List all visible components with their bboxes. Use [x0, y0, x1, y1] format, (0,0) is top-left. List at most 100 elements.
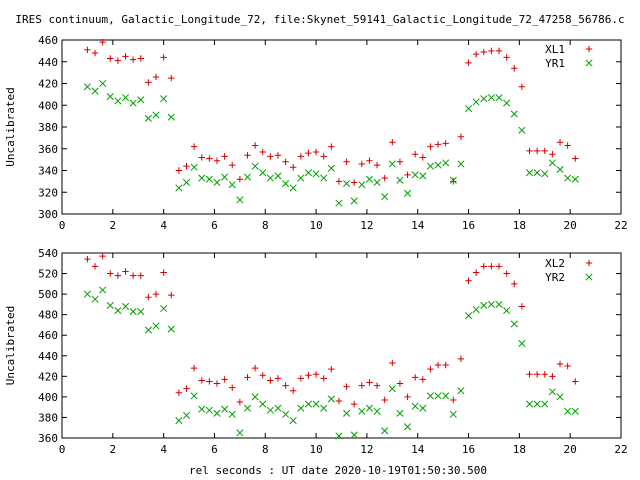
data-point-yr2-55	[503, 307, 511, 315]
x-tick-label: 10	[309, 443, 322, 456]
data-point-xl1-64	[572, 155, 579, 162]
data-point-yr1-33	[335, 199, 343, 207]
data-point-yr1-44	[419, 172, 427, 180]
data-point-yr1-10	[160, 95, 168, 103]
data-point-yr2-53	[487, 300, 495, 308]
x-tick-label: 16	[462, 443, 475, 456]
data-point-xl2-57	[518, 303, 526, 310]
data-point-yr2-27	[289, 416, 297, 425]
data-point-xl2-2	[99, 252, 106, 260]
y-tick-label: 460	[38, 329, 58, 342]
data-point-yr2-20	[236, 429, 244, 437]
x-tick-label: 6	[211, 443, 218, 456]
data-point-xl1-18	[221, 153, 228, 160]
data-point-yr2-33	[335, 432, 343, 440]
data-point-yr2-4	[114, 307, 122, 315]
data-point-yr1-17	[213, 178, 221, 187]
data-point-yr1-55	[503, 99, 511, 107]
x-tick-label: 22	[614, 219, 627, 232]
data-point-xl2-9	[152, 290, 160, 298]
x-tick-label: 20	[564, 443, 577, 456]
data-point-xl2-43	[411, 374, 419, 381]
data-point-xl2-62	[556, 360, 564, 368]
data-point-yr2-62	[556, 393, 564, 401]
data-point-yr1-8	[144, 114, 152, 122]
data-point-yr1-42	[404, 189, 412, 197]
x-tick-label: 4	[160, 219, 167, 232]
data-point-xl1-8	[145, 79, 152, 86]
data-point-yr2-35	[350, 431, 358, 439]
x-tick-label: 4	[160, 443, 167, 456]
data-point-xl1-40	[389, 139, 396, 146]
data-point-xl2-35	[351, 400, 358, 408]
data-point-yr2-42	[404, 423, 412, 431]
legend-marker-xl2	[585, 259, 593, 267]
data-point-xl2-37	[366, 379, 373, 386]
data-point-yr2-15	[198, 405, 206, 413]
data-point-yr1-45	[426, 162, 434, 170]
data-point-yr2-19	[228, 410, 236, 418]
data-point-yr1-31	[320, 174, 328, 182]
data-point-yr1-48	[449, 176, 457, 184]
data-point-xl1-17	[213, 157, 221, 164]
y-tick-label: 540	[38, 247, 58, 260]
x-tick-label: 2	[110, 219, 117, 232]
data-point-xl1-2	[99, 38, 106, 46]
data-point-yr2-41	[396, 409, 404, 417]
top-plot-panel: 0 2 4 6 8 10 12 14 16 18 20 22 300 320 340 360 380 400 420…	[4, 34, 628, 232]
data-point-xl1-14	[190, 143, 198, 150]
data-point-xl2-23	[259, 372, 266, 379]
data-point-xl1-1	[91, 49, 99, 57]
bottom-plot-panel: 0 2 4 6 8 10 12 14 16 18 20 22 360 380 400 420 440 460 480…	[4, 247, 628, 456]
data-point-xl2-17	[213, 380, 221, 387]
data-point-yr1-27	[289, 184, 297, 192]
data-point-xl2-29	[305, 372, 312, 379]
y-tick-label: 360	[38, 432, 58, 445]
data-point-yr2-46	[434, 392, 442, 400]
data-point-xl1-52	[480, 48, 487, 56]
data-point-xl1-3	[107, 55, 114, 62]
legend-label-yr1: YR1	[545, 57, 565, 70]
x-tick-label: 18	[513, 219, 526, 232]
data-point-xl2-16	[206, 378, 213, 385]
data-point-yr1-15	[198, 174, 206, 182]
data-point-yr2-47	[442, 392, 450, 400]
data-point-xl1-53	[488, 47, 495, 55]
data-point-yr1-1	[91, 87, 99, 95]
y-tick-label: 400	[38, 99, 58, 112]
data-point-xl1-33	[335, 178, 343, 185]
data-point-yr2-10	[160, 304, 168, 313]
data-point-xl1-59	[533, 147, 541, 155]
data-point-xl2-26	[282, 382, 289, 389]
data-point-xl1-54	[495, 47, 503, 55]
data-point-xl2-39	[381, 396, 388, 404]
data-point-xl1-42	[404, 171, 411, 179]
data-point-yr2-64	[571, 407, 579, 415]
data-point-yr2-16	[205, 406, 213, 414]
data-point-yr1-5	[121, 94, 130, 102]
data-point-xl2-13	[183, 385, 190, 392]
data-point-xl2-7	[137, 272, 144, 279]
data-point-yr2-25	[274, 404, 282, 412]
data-point-yr1-41	[396, 176, 404, 184]
data-point-yr2-1	[91, 295, 99, 303]
y-tick-label: 420	[38, 370, 58, 383]
data-point-yr2-58	[525, 400, 534, 408]
data-point-xl2-14	[190, 364, 198, 372]
data-point-yr2-39	[381, 427, 389, 435]
data-point-xl1-62	[556, 139, 564, 146]
data-point-xl2-5	[122, 268, 129, 275]
series-yr2	[83, 286, 579, 440]
legend-label-xl2: XL2	[545, 257, 565, 270]
chart-title: IRES continuum, Galactic_Longitude_72, f…	[15, 13, 624, 26]
data-point-yr2-26	[282, 410, 290, 418]
data-point-xl1-29	[305, 149, 312, 157]
data-point-yr1-46	[434, 161, 442, 169]
x-tick-label: 0	[59, 219, 66, 232]
x-tick-label: 8	[262, 443, 269, 456]
data-point-yr2-18	[221, 405, 229, 413]
data-point-yr2-37	[365, 404, 374, 412]
data-point-xl1-24	[267, 153, 274, 160]
data-point-xl1-9	[152, 73, 160, 81]
